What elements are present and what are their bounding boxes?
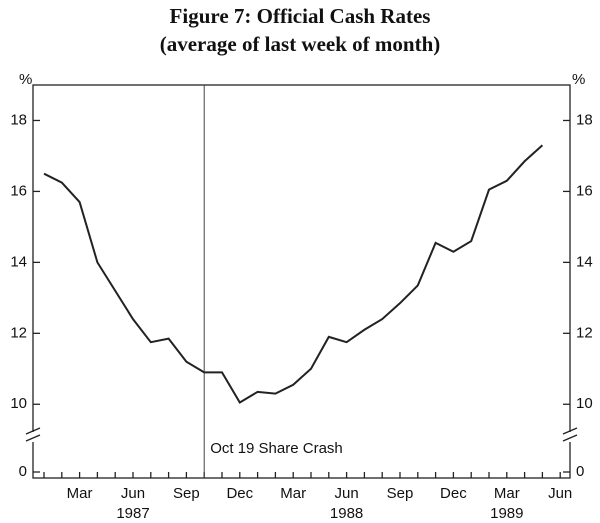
y-unit: % [19,71,32,88]
y-tick-label: 10 [10,395,27,412]
y-tick-label-right: 0 [576,463,584,480]
plot-frame [32,84,571,479]
y-tick-label: 16 [10,182,27,199]
data-line [43,144,544,404]
x-tick-label: Dec [226,485,253,502]
axis-break [562,434,578,442]
annotation: Oct 19 Share Crash [210,440,343,457]
chart-title: Figure 7: Official Cash Rates [170,4,431,28]
y-tick-label-right: 18 [576,111,593,128]
x-tick-label: Jun [121,485,145,502]
x-tick-label: Mar [494,485,520,502]
axis-break [562,427,578,435]
y-unit-right: % [572,71,585,88]
x-tick-label: Mar [67,485,93,502]
x-tick-label: Sep [387,485,414,502]
y-tick-label-right: 10 [576,395,593,412]
axis-break-gap [30,432,36,442]
x-tick-label: Jun [548,485,572,502]
year-label: 1987 [116,505,149,522]
y-tick-label: 0 [19,463,27,480]
axis-break [25,427,41,435]
year-label: 1989 [490,505,523,522]
x-tick-label: Mar [280,485,306,502]
x-tick-label: Dec [440,485,467,502]
x-tick-label: Jun [335,485,359,502]
y-tick-label: 14 [10,253,27,270]
y-tick-label: 12 [10,324,27,341]
axis-break [25,434,41,442]
axis-break-gap [567,432,573,442]
y-tick-label-right: 12 [576,324,593,341]
y-tick-label-right: 14 [576,253,593,270]
chart-subtitle: (average of last week of month) [160,32,441,56]
y-tick-label: 18 [10,111,27,128]
year-label: 1988 [330,505,363,522]
y-tick-label-right: 16 [576,182,593,199]
x-tick-label: Sep [173,485,200,502]
